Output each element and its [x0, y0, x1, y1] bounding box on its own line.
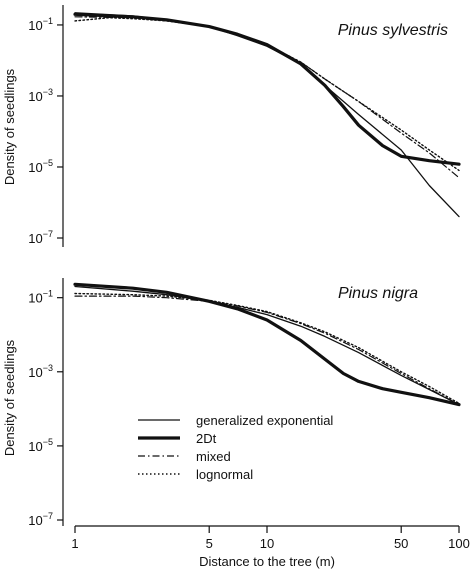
panel-pinus-sylvestris: 10−1 10−3 10−5 10−7 Pinus sylvestris Densit… [2, 5, 461, 247]
series-line-thick [73, 282, 461, 407]
y-tick-label: 10−1 [28, 289, 53, 306]
series-line-dashdot [74, 16, 460, 179]
legend-label: generalized exponential [196, 413, 333, 428]
series-group [73, 12, 461, 218]
x-tick-label: 10 [260, 536, 274, 551]
y-ticks: 10−1 10−3 10−5 10−7 [28, 16, 63, 246]
series-group [73, 282, 461, 407]
y-ticks: 10−1 10−3 10−5 10−7 [28, 289, 63, 528]
legend-label: mixed [196, 449, 231, 464]
y-axis-label: Density of seedlings [2, 68, 17, 185]
panel-title: Pinus nigra [338, 285, 418, 302]
y-tick-label: 10−7 [28, 511, 53, 528]
x-ticks: 1 5 10 50 100 [71, 526, 470, 551]
y-tick-label: 10−1 [28, 16, 53, 33]
panel-pinus-nigra: 10−1 10−3 10−5 10−7 1 5 10 50 100 Pinus nigra D… [2, 278, 470, 569]
series-line-thin [74, 285, 460, 406]
series-line-dotted [74, 292, 460, 405]
y-axis-label: Density of seedlings [2, 339, 17, 456]
legend: generalized exponential 2Dt mixed lognormal [138, 413, 333, 482]
x-tick-label: 5 [206, 536, 213, 551]
x-tick-label: 1 [71, 536, 78, 551]
series-line-dotted [74, 17, 460, 172]
panel-title: Pinus sylvestris [338, 22, 448, 39]
y-tick-label: 10−3 [28, 87, 53, 104]
x-axis-label: Distance to the tree (m) [199, 554, 335, 569]
y-tick-label: 10−3 [28, 363, 53, 380]
y-tick-label: 10−5 [28, 437, 53, 454]
series-line-dashdot [74, 295, 460, 406]
y-tick-label: 10−5 [28, 158, 53, 175]
y-tick-label: 10−7 [28, 229, 53, 246]
legend-label: 2Dt [196, 431, 217, 446]
x-tick-label: 100 [448, 536, 470, 551]
x-tick-label: 50 [394, 536, 408, 551]
legend-label: lognormal [196, 467, 253, 482]
series-line-thick [73, 12, 461, 166]
